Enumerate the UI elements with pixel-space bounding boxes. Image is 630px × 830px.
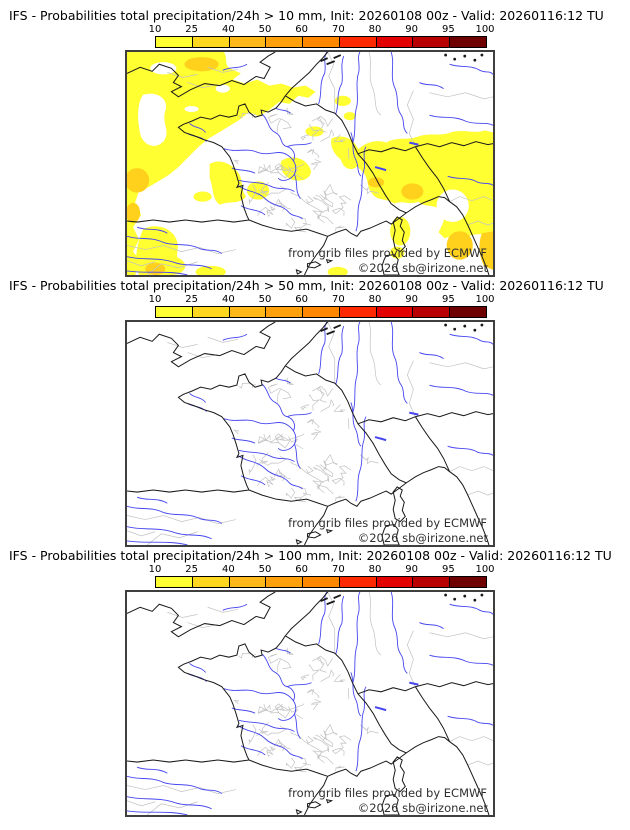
colorbar-tick-label: 95 bbox=[441, 24, 455, 35]
copyright-text: ©2026 sb@irizone.net bbox=[357, 531, 488, 545]
forecast-panel-50mm: IFS - Probabilities total precipitation/… bbox=[0, 272, 630, 547]
colorbar-segment bbox=[156, 37, 192, 47]
colorbar-tick-label: 80 bbox=[368, 24, 382, 35]
colorbar-scale bbox=[155, 306, 487, 318]
colorbar-segment bbox=[338, 37, 376, 47]
colorbar-tick-label: 60 bbox=[295, 24, 309, 35]
probability-colorbar: 10 25 40 50 60 70 80 90 95 100 bbox=[149, 294, 495, 320]
colorbar-tick-label: 50 bbox=[258, 564, 272, 575]
colorbar-tick-label: 50 bbox=[258, 24, 272, 35]
colorbar-tick-label: 100 bbox=[475, 564, 495, 575]
coastline-layer bbox=[127, 592, 493, 815]
colorbar-segment bbox=[412, 577, 450, 587]
colorbar-tick-label: 90 bbox=[405, 294, 419, 305]
attribution-text: from grib files provided by ECMWF bbox=[288, 516, 487, 530]
probability-colorbar: 10 25 40 50 60 70 80 90 95 100 bbox=[149, 24, 495, 50]
colorbar-tick-label: 70 bbox=[331, 24, 345, 35]
attribution-text: from grib files provided by ECMWF bbox=[288, 246, 487, 260]
admin-boundaries-layer bbox=[127, 322, 493, 545]
colorbar-segment bbox=[302, 577, 339, 587]
colorbar-segment bbox=[449, 37, 487, 47]
colorbar-segment bbox=[412, 307, 450, 317]
map-svg bbox=[127, 322, 493, 545]
colorbar-segment bbox=[265, 307, 303, 317]
colorbar-segment bbox=[228, 577, 266, 587]
colorbar-tick-label: 90 bbox=[405, 564, 419, 575]
colorbar-tick-label: 60 bbox=[295, 294, 309, 305]
colorbar-tick-label: 100 bbox=[475, 294, 495, 305]
colorbar-segment bbox=[228, 37, 266, 47]
admin-boundaries-layer bbox=[127, 592, 493, 815]
copyright-text: ©2026 sb@irizone.net bbox=[357, 261, 488, 275]
colorbar-segment bbox=[228, 307, 266, 317]
colorbar-segment bbox=[156, 307, 192, 317]
colorbar-segment bbox=[412, 37, 450, 47]
colorbar-tick-label: 40 bbox=[221, 564, 235, 575]
attribution-text: from grib files provided by ECMWF bbox=[288, 786, 487, 800]
map-image: from grib files provided by ECMWF ©2026 … bbox=[125, 320, 495, 547]
colorbar-tick-label: 70 bbox=[331, 294, 345, 305]
map-image: from grib files provided by ECMWF ©2026 … bbox=[125, 50, 495, 277]
admin-boundaries-layer bbox=[127, 52, 493, 275]
colorbar-segment bbox=[375, 37, 413, 47]
rivers-layer bbox=[127, 322, 493, 545]
colorbar-tick-label: 70 bbox=[331, 564, 345, 575]
colorbar-scale bbox=[155, 576, 487, 588]
forecast-panel-10mm: IFS - Probabilities total precipitation/… bbox=[0, 2, 630, 277]
colorbar-segment bbox=[338, 577, 376, 587]
colorbar-segment bbox=[156, 577, 192, 587]
colorbar-tick-label: 95 bbox=[441, 294, 455, 305]
colorbar-segment bbox=[338, 307, 376, 317]
colorbar-tick-label: 60 bbox=[295, 564, 309, 575]
panel-title: IFS - Probabilities total precipitation/… bbox=[9, 8, 604, 23]
colorbar-tick-label: 40 bbox=[221, 294, 235, 305]
rivers-layer bbox=[127, 52, 493, 275]
colorbar-segment bbox=[265, 577, 303, 587]
colorbar-tick-label: 25 bbox=[185, 294, 199, 305]
coastline-layer bbox=[127, 52, 493, 275]
colorbar-tick-label: 40 bbox=[221, 24, 235, 35]
colorbar-tick-label: 25 bbox=[185, 24, 199, 35]
colorbar-segment bbox=[191, 307, 229, 317]
map-image: from grib files provided by ECMWF ©2026 … bbox=[125, 590, 495, 817]
colorbar-segment bbox=[375, 577, 413, 587]
colorbar-tick-label: 80 bbox=[368, 564, 382, 575]
forecast-panel-100mm: IFS - Probabilities total precipitation/… bbox=[0, 542, 630, 817]
colorbar-segment bbox=[302, 37, 339, 47]
colorbar-tick-label: 10 bbox=[148, 564, 162, 575]
colorbar-segment bbox=[191, 37, 229, 47]
probability-colorbar: 10 25 40 50 60 70 80 90 95 100 bbox=[149, 564, 495, 590]
colorbar-segment bbox=[375, 307, 413, 317]
colorbar-tick-label: 90 bbox=[405, 24, 419, 35]
coastline-layer bbox=[127, 322, 493, 545]
colorbar-tick-label: 25 bbox=[185, 564, 199, 575]
colorbar-segment bbox=[265, 37, 303, 47]
panel-title: IFS - Probabilities total precipitation/… bbox=[9, 278, 604, 293]
colorbar-tick-label: 10 bbox=[148, 294, 162, 305]
colorbar-segment bbox=[302, 307, 339, 317]
colorbar-tick-label: 100 bbox=[475, 24, 495, 35]
panel-title: IFS - Probabilities total precipitation/… bbox=[9, 548, 612, 563]
colorbar-segment bbox=[449, 577, 487, 587]
copyright-text: ©2026 sb@irizone.net bbox=[357, 801, 488, 815]
colorbar-tick-label: 95 bbox=[441, 564, 455, 575]
map-svg bbox=[127, 52, 493, 275]
colorbar-tick-label: 80 bbox=[368, 294, 382, 305]
colorbar-tick-label: 50 bbox=[258, 294, 272, 305]
colorbar-segment bbox=[191, 577, 229, 587]
rivers-layer bbox=[127, 592, 493, 815]
map-svg bbox=[127, 592, 493, 815]
probability-shading-layer bbox=[127, 52, 493, 275]
colorbar-segment bbox=[449, 307, 487, 317]
colorbar-tick-label: 10 bbox=[148, 24, 162, 35]
colorbar-scale bbox=[155, 36, 487, 48]
